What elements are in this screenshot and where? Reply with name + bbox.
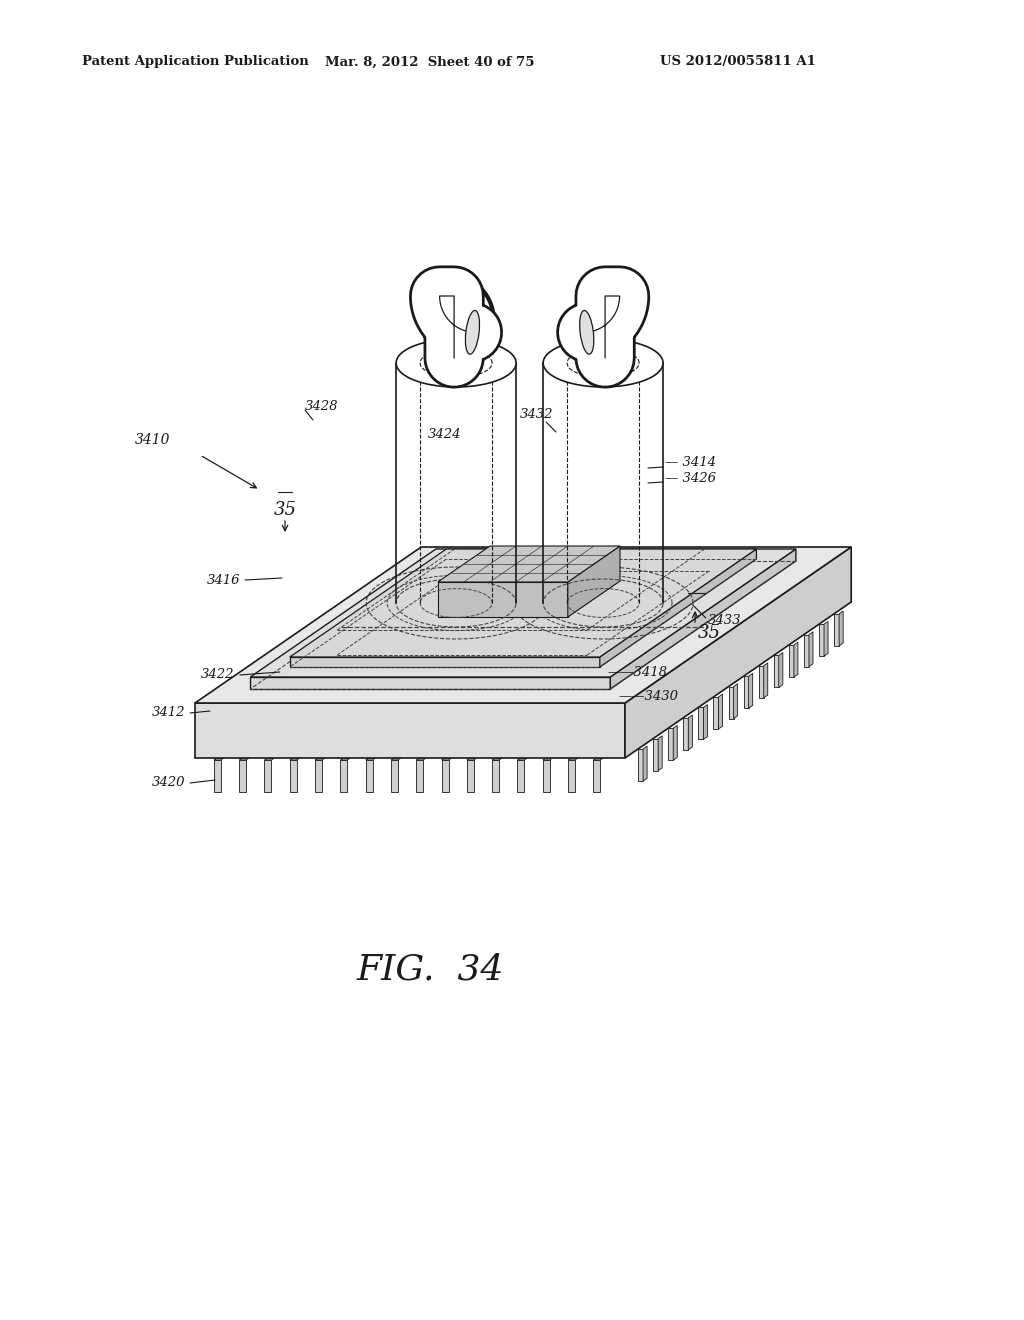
Text: 3428: 3428 xyxy=(305,400,339,413)
Polygon shape xyxy=(391,760,398,792)
Text: 3410: 3410 xyxy=(134,433,170,447)
Polygon shape xyxy=(517,760,524,792)
Ellipse shape xyxy=(465,310,479,354)
Polygon shape xyxy=(195,704,625,758)
Polygon shape xyxy=(493,758,502,760)
Polygon shape xyxy=(543,760,550,792)
Polygon shape xyxy=(728,686,733,718)
Polygon shape xyxy=(698,708,703,739)
Polygon shape xyxy=(819,624,824,656)
Polygon shape xyxy=(438,546,620,582)
Text: — 3414: — 3414 xyxy=(665,457,716,470)
Text: 3416: 3416 xyxy=(207,573,240,586)
Polygon shape xyxy=(264,760,271,792)
Polygon shape xyxy=(240,758,249,760)
Polygon shape xyxy=(315,758,325,760)
Polygon shape xyxy=(794,643,798,677)
Text: US 2012/0055811 A1: US 2012/0055811 A1 xyxy=(660,55,816,69)
Polygon shape xyxy=(593,760,600,792)
Text: Mar. 8, 2012  Sheet 40 of 75: Mar. 8, 2012 Sheet 40 of 75 xyxy=(326,55,535,69)
Polygon shape xyxy=(568,758,578,760)
Polygon shape xyxy=(290,657,600,667)
Polygon shape xyxy=(315,760,323,792)
Polygon shape xyxy=(788,645,794,677)
Text: Patent Application Publication: Patent Application Publication xyxy=(82,55,309,69)
Polygon shape xyxy=(774,656,779,688)
Polygon shape xyxy=(340,758,350,760)
Polygon shape xyxy=(714,697,719,729)
Polygon shape xyxy=(749,673,753,709)
Text: 3412: 3412 xyxy=(152,706,185,719)
Polygon shape xyxy=(610,549,796,689)
Polygon shape xyxy=(568,760,575,792)
Polygon shape xyxy=(593,758,603,760)
Polygon shape xyxy=(416,760,423,792)
Polygon shape xyxy=(543,339,664,387)
Polygon shape xyxy=(703,705,708,739)
Text: 3422: 3422 xyxy=(202,668,234,681)
Polygon shape xyxy=(625,546,851,758)
Polygon shape xyxy=(669,729,673,760)
Polygon shape xyxy=(396,339,516,387)
Polygon shape xyxy=(467,758,477,760)
Polygon shape xyxy=(638,748,643,781)
Polygon shape xyxy=(438,582,567,616)
Text: 3420: 3420 xyxy=(152,776,185,789)
Polygon shape xyxy=(658,735,663,771)
Polygon shape xyxy=(673,726,677,760)
Polygon shape xyxy=(688,715,692,750)
Polygon shape xyxy=(240,760,246,792)
Polygon shape xyxy=(493,760,499,792)
Ellipse shape xyxy=(580,310,594,354)
Polygon shape xyxy=(839,611,843,645)
Polygon shape xyxy=(264,758,274,760)
Polygon shape xyxy=(759,665,764,698)
Polygon shape xyxy=(743,676,749,709)
Text: 35: 35 xyxy=(698,624,721,642)
Text: 3433: 3433 xyxy=(708,614,741,627)
Polygon shape xyxy=(809,632,813,667)
Polygon shape xyxy=(643,746,647,781)
Polygon shape xyxy=(824,622,828,656)
Polygon shape xyxy=(366,758,376,760)
Text: ——3418: ——3418 xyxy=(608,665,668,678)
Polygon shape xyxy=(214,760,221,792)
Polygon shape xyxy=(290,760,297,792)
Text: — 3426: — 3426 xyxy=(665,471,716,484)
Text: ——3430: ——3430 xyxy=(618,690,678,704)
Polygon shape xyxy=(340,760,347,792)
Polygon shape xyxy=(683,718,688,750)
Polygon shape xyxy=(195,546,851,704)
Polygon shape xyxy=(764,663,768,698)
Polygon shape xyxy=(250,677,610,689)
Text: FIG.  34: FIG. 34 xyxy=(356,953,504,987)
Polygon shape xyxy=(214,758,224,760)
Polygon shape xyxy=(416,758,426,760)
Text: 3432: 3432 xyxy=(520,408,554,421)
Polygon shape xyxy=(543,758,553,760)
Polygon shape xyxy=(366,760,373,792)
Polygon shape xyxy=(517,758,527,760)
Polygon shape xyxy=(467,760,474,792)
Polygon shape xyxy=(290,549,757,657)
Polygon shape xyxy=(804,635,809,667)
Polygon shape xyxy=(719,694,723,729)
Text: 35: 35 xyxy=(273,502,297,519)
Polygon shape xyxy=(567,546,620,616)
Polygon shape xyxy=(391,758,400,760)
Text: 3424: 3424 xyxy=(428,429,462,441)
Polygon shape xyxy=(441,760,449,792)
Polygon shape xyxy=(600,549,757,667)
Polygon shape xyxy=(441,758,452,760)
Polygon shape xyxy=(733,684,737,718)
Polygon shape xyxy=(779,652,782,688)
Polygon shape xyxy=(835,614,839,645)
Polygon shape xyxy=(653,739,658,771)
Polygon shape xyxy=(290,758,300,760)
Polygon shape xyxy=(250,549,796,677)
